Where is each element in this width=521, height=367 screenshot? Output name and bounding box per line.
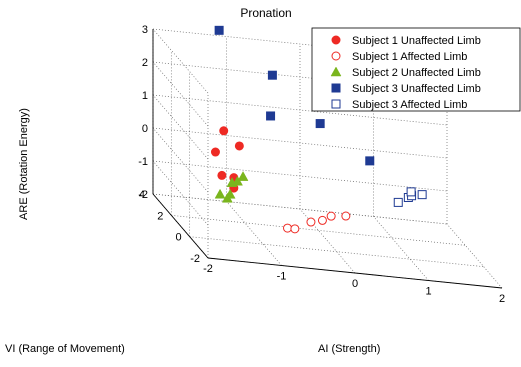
data-point (306, 217, 316, 227)
data-point (210, 147, 220, 157)
y-tick-label: 2 (157, 210, 163, 222)
data-point (341, 211, 351, 221)
data-point (326, 211, 336, 221)
grid-back-z (152, 160, 448, 192)
legend-marker (331, 99, 341, 109)
data-point (214, 188, 226, 199)
z-axis-title: ARE (Rotation Energy) (18, 108, 30, 220)
legend-label: Subject 2 Unaffected Limb (352, 67, 481, 79)
z-tick-label: -2 (138, 189, 148, 201)
grid-left-z (152, 127, 209, 193)
data-point (393, 197, 403, 207)
chart-title: Pronation (240, 6, 291, 20)
grid-left-z (152, 61, 209, 127)
series-3 (214, 171, 249, 203)
grid-floor-y (171, 214, 466, 246)
data-point (290, 224, 300, 234)
legend-marker (331, 83, 341, 93)
legend: Subject 1 Unaffected Limb Subject 1 Affec… (311, 27, 521, 112)
grid-left-z (152, 160, 209, 226)
y-axis-line (152, 193, 209, 259)
data-point (317, 215, 327, 225)
z-tick-label: -1 (138, 156, 148, 168)
data-point (214, 25, 224, 35)
grid-floor-x (226, 201, 282, 266)
data-point (315, 119, 325, 129)
legend-marker (331, 51, 341, 61)
grid-floor-x (373, 216, 429, 281)
x-tick-label: 1 (425, 286, 431, 298)
x-tick-label: 0 (352, 278, 358, 290)
y-tick-label: -2 (190, 253, 200, 265)
legend-label: Subject 3 Unaffected Limb (352, 83, 481, 95)
data-point (267, 70, 277, 80)
grid-back-z (152, 94, 448, 126)
series-5 (393, 187, 427, 207)
legend-label: Subject 1 Affected Limb (352, 51, 467, 63)
y-tick-label: 4 (139, 189, 145, 201)
z-tick-label: 1 (142, 90, 148, 102)
series-1 (210, 126, 244, 193)
grid-back-z (152, 193, 448, 225)
x-axis-title: AI (Strength) (318, 343, 380, 355)
grid-floor-x (446, 223, 503, 289)
data-point (224, 188, 236, 199)
data-point (237, 171, 249, 181)
data-point (234, 141, 244, 151)
grid-left-z (152, 28, 209, 94)
series-2 (283, 211, 351, 234)
legend-label: Subject 3 Affected Limb (352, 99, 467, 111)
grid-floor-x (299, 208, 356, 274)
x-axis-line (207, 257, 503, 289)
data-point (365, 156, 375, 166)
data-point (406, 187, 416, 197)
legend-marker (331, 35, 341, 45)
y-axis-title: VI (Range of Movement) (5, 343, 125, 355)
legend-marker (330, 66, 342, 77)
x-tick-label: -2 (203, 263, 213, 275)
data-point (219, 126, 229, 136)
legend-box (311, 27, 521, 112)
z-tick-label: 0 (142, 123, 148, 135)
data-point (266, 111, 276, 121)
x-tick-label: -1 (277, 271, 287, 283)
x-tick-label: 2 (499, 293, 505, 305)
z-tick-label: 3 (142, 24, 148, 36)
legend-label: Subject 1 Unaffected Limb (352, 35, 481, 47)
data-point (417, 190, 427, 200)
y-tick-label: 0 (176, 232, 182, 244)
grid-left-z (152, 94, 209, 160)
series-4 (214, 25, 375, 166)
points-layer (210, 25, 427, 234)
z-tick-label: 2 (142, 57, 148, 69)
data-point (283, 223, 293, 233)
grid-floor-y (189, 236, 484, 268)
data-point (217, 170, 227, 180)
grid-back-z (152, 127, 448, 159)
